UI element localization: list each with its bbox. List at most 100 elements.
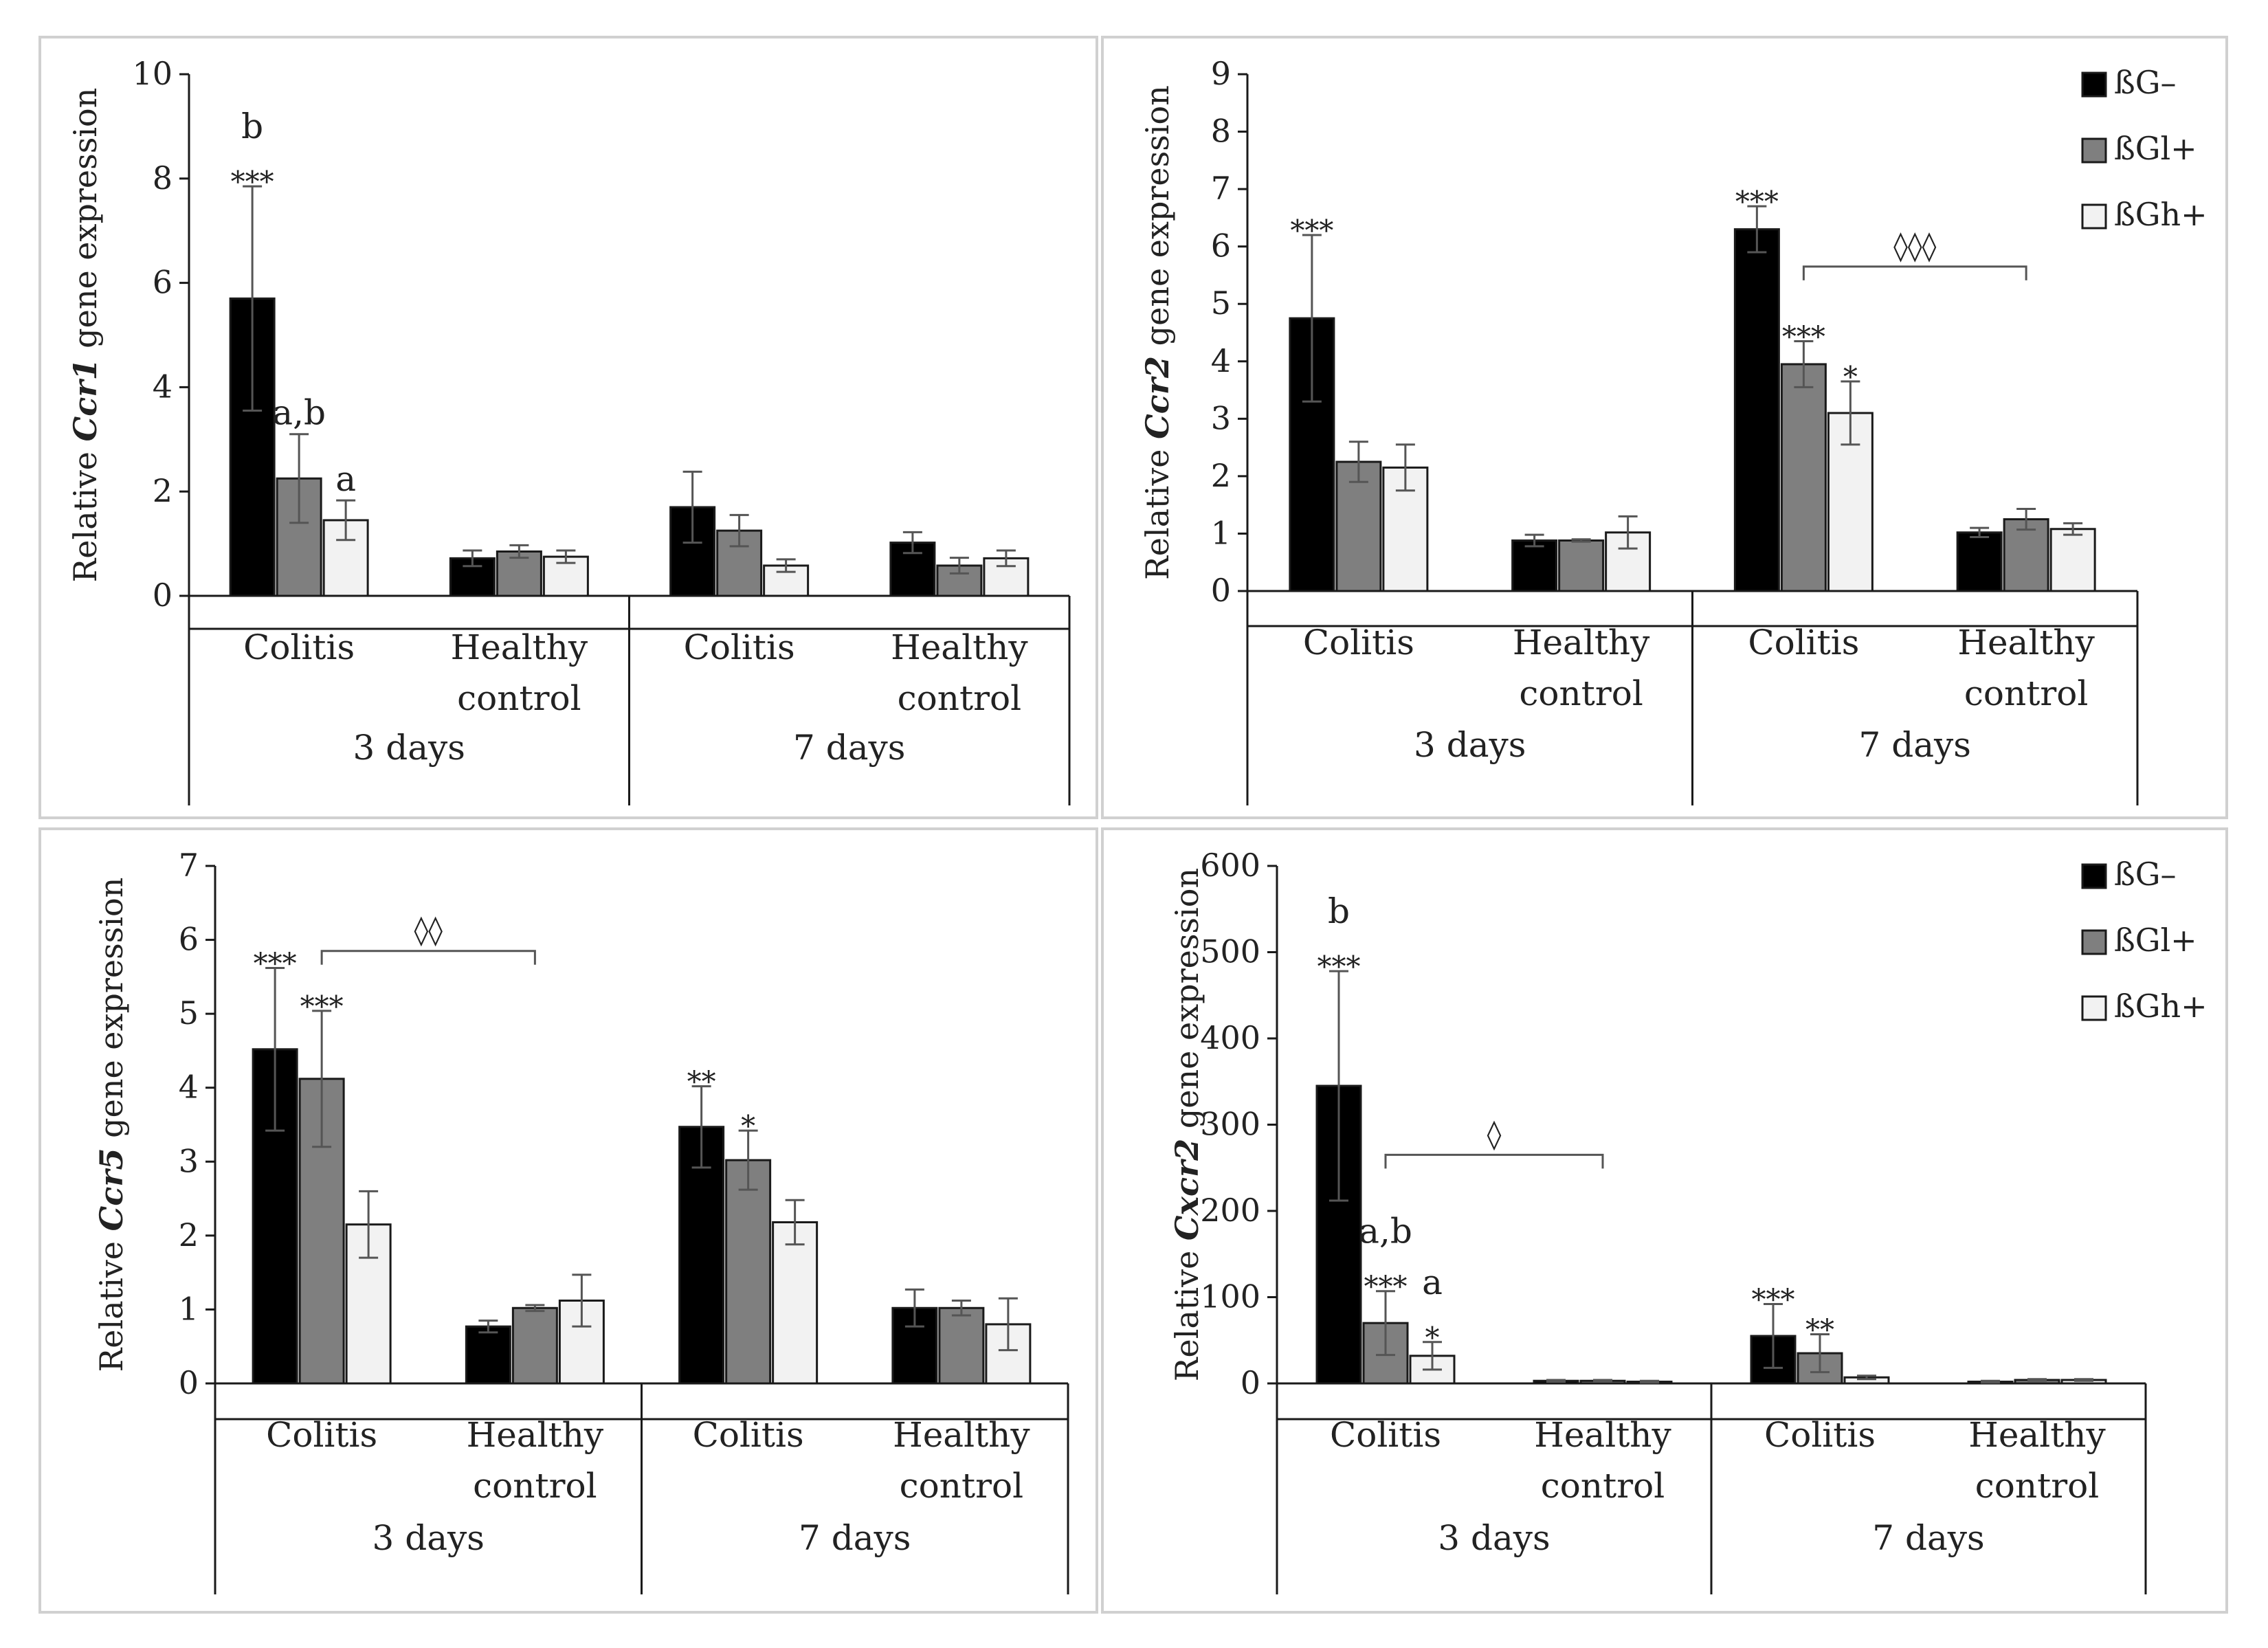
y-axis-label-gene: Ccr5 (93, 1148, 130, 1231)
x-category-label: control (1541, 1466, 1665, 1506)
significance-label: *** (300, 990, 344, 1023)
y-tick-label: 5 (179, 994, 199, 1032)
y-tick-label: 10 (132, 55, 173, 92)
x-category-label: control (473, 1466, 597, 1506)
y-tick-label: 9 (1211, 55, 1231, 92)
y-axis-label-suffix: gene expression (93, 878, 130, 1148)
significance-label: * (1843, 360, 1858, 394)
x-category-label: control (457, 678, 581, 718)
y-tick-label: 6 (1211, 227, 1231, 265)
x-category-label: Healthy (1534, 1415, 1671, 1455)
comparison-bracket (1802, 265, 2027, 280)
significance-label: a,b (272, 393, 326, 433)
significance-label: * (1425, 1321, 1440, 1355)
bar-ßG–-group-1 (465, 1325, 511, 1385)
y-tick-label: 4 (1211, 342, 1231, 379)
y-tick-label: 6 (179, 921, 199, 958)
y-tick-label: 8 (1211, 113, 1231, 150)
x-category-label: control (898, 678, 1021, 718)
comparison-bracket-label: ◊ (1487, 1117, 1502, 1150)
y-axis-label-suffix: gene expression (1139, 85, 1176, 356)
x-period-label: 3 days (353, 728, 465, 768)
y-tick-label: 0 (153, 577, 173, 614)
x-period-label: 7 days (1872, 1518, 1984, 1558)
significance-label: b (241, 107, 263, 146)
significance-label: a,b (1359, 1212, 1412, 1251)
significance-label: *** (231, 165, 274, 199)
legend-swatch (2081, 863, 2107, 889)
y-axis-label-suffix: gene expression (1168, 868, 1205, 1139)
x-category-label: Colitis (684, 627, 795, 667)
bar-ßG–-group-1 (1511, 539, 1558, 592)
bar-ßG–-group-3 (1956, 531, 2003, 592)
x-category-label: Colitis (693, 1415, 804, 1455)
significance-label: b (1328, 891, 1350, 931)
significance-label: * (741, 1109, 755, 1143)
x-category-label: Healthy (893, 1415, 1030, 1455)
legend-label: ßGh+ (2114, 988, 2208, 1025)
y-tick-label: 3 (1211, 399, 1231, 436)
y-tick-label: 600 (1200, 847, 1260, 884)
comparison-bracket-label: ◊◊ (414, 913, 443, 947)
x-period-label: 3 days (1414, 725, 1526, 765)
y-axis-label-prefix: Relative (93, 1231, 130, 1372)
x-period-label: 7 days (1859, 725, 1971, 765)
panel-border (38, 36, 1098, 819)
y-axis-label: Relative Ccr1 gene expression (67, 88, 104, 583)
x-category-label: control (900, 1466, 1023, 1506)
x-category-label: control (1964, 673, 2088, 713)
bar-ßGh+-group-3 (2049, 528, 2096, 592)
y-tick-label: 7 (1211, 170, 1231, 207)
y-axis-label: Relative Ccr2 gene expression (1139, 85, 1176, 580)
significance-label: a (335, 459, 356, 499)
y-tick-label: 0 (1241, 1364, 1260, 1401)
y-axis-label-prefix: Relative (67, 441, 104, 582)
bar-ßGl+-group-1 (1558, 539, 1605, 592)
y-tick-label: 500 (1200, 933, 1260, 970)
panel-border (1101, 36, 2228, 819)
panel-border (1101, 827, 2228, 1614)
y-tick-label: 300 (1200, 1106, 1260, 1143)
y-tick-label: 100 (1200, 1278, 1260, 1315)
y-tick-label: 2 (179, 1216, 199, 1254)
y-tick-label: 5 (1211, 285, 1231, 322)
x-category-label: Healthy (467, 1415, 604, 1455)
y-tick-label: 1 (1211, 514, 1231, 551)
significance-label: *** (1290, 214, 1333, 247)
y-axis-label-prefix: Relative (1168, 1240, 1205, 1381)
legend-swatch (2081, 137, 2107, 164)
x-category-label: Healthy (1957, 623, 2095, 662)
panel-border (38, 827, 1098, 1614)
y-tick-label: 7 (179, 847, 199, 884)
panel-ccr1-chart: 0 2 4 6 8 10 Relative Ccr1 gene expression Coli… (38, 36, 1098, 819)
bar-ßG–-group-2 (678, 1126, 725, 1385)
y-tick-label: 0 (179, 1364, 199, 1401)
comparison-bracket (1384, 1153, 1604, 1169)
legend-swatch (2081, 995, 2107, 1021)
y-tick-label: 2 (1211, 457, 1231, 494)
x-category-label: Healthy (1513, 623, 1650, 662)
y-axis-label-gene: Cxcr2 (1168, 1139, 1205, 1240)
y-tick-label: 2 (153, 472, 173, 509)
x-period-label: 7 days (799, 1518, 911, 1558)
bar-ßGl+-group-1 (511, 1306, 558, 1385)
x-category-label: Colitis (1303, 623, 1414, 662)
y-tick-label: 200 (1200, 1192, 1260, 1229)
legend-swatch (2081, 71, 2107, 98)
x-category-label: control (1519, 673, 1643, 713)
significance-label: *** (1364, 1270, 1408, 1304)
legend-swatch (2081, 929, 2107, 955)
y-tick-label: 4 (153, 368, 173, 405)
x-category-label: Colitis (243, 627, 355, 667)
y-tick-label: 8 (153, 159, 173, 197)
legend-label: ßGh+ (2114, 196, 2208, 233)
x-period-label: 7 days (793, 728, 905, 768)
x-category-label: control (1975, 1466, 2099, 1506)
y-axis-label: Relative Ccr5 gene expression (93, 878, 130, 1372)
x-category-label: Healthy (451, 627, 588, 667)
significance-label: *** (1752, 1283, 1795, 1317)
y-tick-label: 4 (179, 1069, 199, 1106)
y-axis-label-suffix: gene expression (67, 88, 104, 359)
